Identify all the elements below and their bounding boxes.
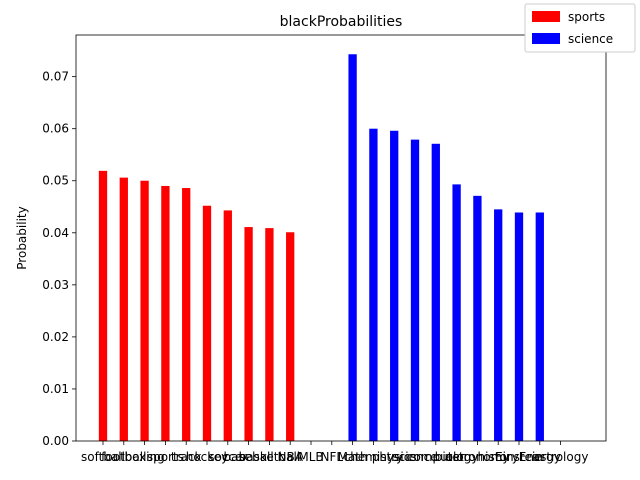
bar-science-Math (348, 54, 357, 441)
x-tick-label-science: science (392, 450, 437, 464)
y-tick-label: 0.05 (42, 174, 69, 188)
y-tick-label: 0.07 (42, 70, 69, 84)
bar-science-science (410, 139, 420, 441)
x-tick-label-sports: sports (147, 450, 184, 464)
x-tick-label-track: track (171, 450, 202, 464)
bar-sports-sports (161, 185, 170, 441)
axes-frame (75, 34, 607, 442)
x-tick-label-computer: computer (407, 450, 465, 464)
bar-science-Einstein (514, 212, 524, 441)
plot-area: 0.00 0.01 0.02 0.03 0.04 0.05 0.06 0.07 softball… (42, 34, 607, 464)
x-tick-label-football: football (101, 450, 146, 464)
bar-science-chemistry (369, 128, 378, 441)
x-tick-label-NFL: NFL (321, 450, 344, 464)
x-tick-label-MLB: MLB (298, 450, 323, 464)
x-tick-label-Energy: Energy (519, 450, 561, 464)
chart-title: blackProbabilities (280, 14, 403, 30)
legend-swatch-sports (532, 11, 560, 22)
x-tick-label-chemistry: chemistry (344, 450, 404, 464)
x-tick-label-baseball: baseball (223, 450, 273, 464)
x-tick-label-biology: biology (435, 450, 479, 464)
y-tick-label: 0.03 (42, 278, 69, 292)
x-tick-label-Einstein: Einstein (495, 450, 543, 464)
bar-science-astronomy (473, 195, 482, 441)
x-tick-label-soccer: soccer (208, 450, 247, 464)
x-tick-label-astronomy: astronomy (445, 450, 509, 464)
legend-swatch-science (532, 33, 560, 44)
bar-sports-track (182, 188, 191, 441)
y-tick-label: 0.02 (42, 330, 69, 344)
legend: sports science (524, 3, 636, 53)
x-tick-label-hockey: hockey (186, 450, 229, 464)
y-axis-label: Probability (15, 206, 29, 269)
x-tick-label-boxing: boxing (124, 450, 164, 464)
y-tick-label: 0.06 (42, 122, 69, 136)
x-tick-label-Math: Math (338, 450, 368, 464)
y-tick-label: 0.00 (42, 434, 69, 448)
bar-science-physics (390, 130, 399, 441)
x-tick-label-softball: softball (81, 450, 125, 464)
bar-science-biology (452, 184, 461, 441)
bar-science-history (494, 209, 503, 441)
bar-sports-football (119, 177, 128, 441)
x-tick-label-astrology: astrology (533, 450, 589, 464)
bar-sports-NBA (286, 232, 295, 441)
x-tick-label-history: history (478, 450, 519, 464)
x-tick-label-physics: physics (372, 450, 417, 464)
bar-science-computer (431, 143, 440, 442)
bar-sports-basketball (265, 228, 274, 441)
x-tick-label-NBA: NBA (277, 450, 303, 464)
bar-sports-boxing (140, 180, 149, 442)
bar-sports-soccer (223, 210, 232, 441)
legend-label-sports: sports (568, 10, 605, 24)
bar-sports-baseball (244, 227, 253, 441)
bar-sports-softball (98, 170, 108, 441)
bar-sports-hockey (202, 205, 212, 441)
y-tick-label: 0.04 (42, 226, 69, 240)
legend-label-science: science (568, 32, 613, 46)
y-tick-label: 0.01 (42, 382, 69, 396)
bar-science-Energy (535, 212, 544, 441)
x-tick-label-basketball: basketball (239, 450, 300, 464)
